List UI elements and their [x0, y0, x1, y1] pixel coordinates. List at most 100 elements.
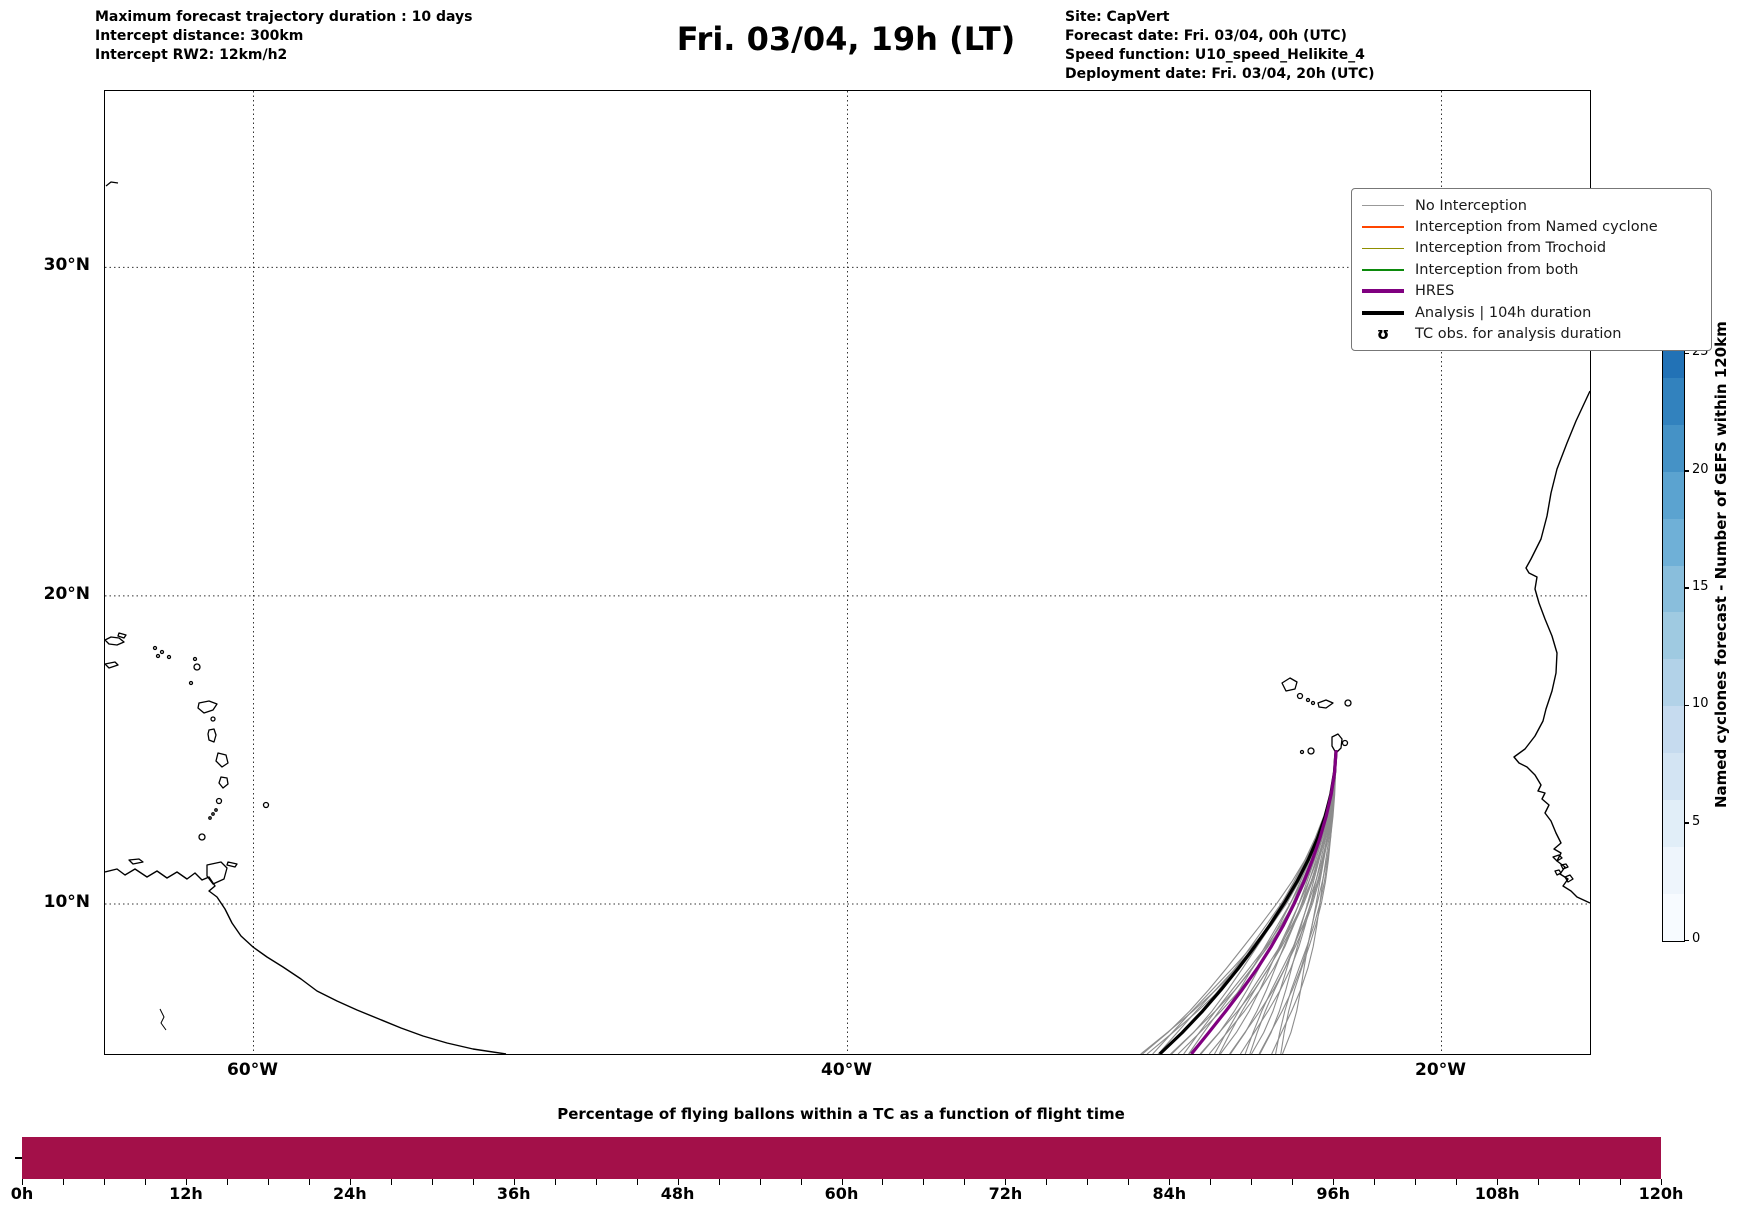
colorbar-tick	[1684, 822, 1689, 824]
colorbar-tick-label: 20	[1692, 461, 1709, 477]
mainland-coastline	[105, 390, 1590, 1054]
time-axis-tick	[759, 1179, 761, 1185]
time-axis-tick	[1456, 1179, 1458, 1185]
map-legend: No Interception Interception from Named c…	[1351, 188, 1712, 351]
intercept-rw2-text: Intercept RW2: 12km/h2	[95, 47, 288, 63]
colorbar-tick-label: 10	[1692, 696, 1709, 712]
max-duration-text: Maximum forecast trajectory duration : 1…	[95, 9, 473, 25]
legend-item-label: HRES	[1415, 283, 1455, 300]
time-axis-label: 24h	[332, 1184, 367, 1203]
colorbar-tick	[1684, 587, 1689, 589]
time-axis-tick	[1210, 1179, 1212, 1185]
lon-tick-label: 20°W	[1415, 1060, 1466, 1080]
intercept-distance-text: Intercept distance: 300km	[95, 28, 304, 44]
time-axis-tick	[103, 1179, 105, 1185]
trajectory	[1140, 750, 1337, 1054]
time-axis-tick	[1292, 1179, 1294, 1185]
colorbar-band	[1663, 800, 1684, 848]
legend-line	[1362, 204, 1404, 207]
time-axis-tick	[1005, 1179, 1007, 1185]
legend-rows: No Interception Interception from Named c…	[1362, 195, 1703, 345]
legend-item: HRES	[1362, 281, 1703, 302]
colorbar-tick	[1684, 704, 1689, 707]
time-axis-tick	[62, 1179, 64, 1185]
time-axis-tick	[636, 1179, 638, 1185]
trajectory-lines	[1140, 750, 1338, 1054]
lon-tick-label: 60°W	[227, 1060, 278, 1080]
colorbar-band	[1663, 847, 1684, 895]
legend-item-label: Interception from Named cyclone	[1415, 219, 1658, 236]
legend-item: Interception from both	[1362, 259, 1703, 280]
trajectory	[1281, 750, 1337, 1054]
legend-line	[1362, 247, 1404, 250]
site-text: Site: CapVert	[1065, 9, 1170, 25]
colorbar-band	[1663, 894, 1684, 941]
colorbar-tick-label: 5	[1692, 813, 1701, 829]
time-axis-tick	[841, 1179, 843, 1185]
time-axis-tick	[431, 1179, 433, 1185]
legend-line	[1362, 226, 1404, 228]
time-axis-tick	[390, 1179, 392, 1185]
time-axis-tick	[349, 1179, 351, 1185]
legend-item: Analysis | 104h duration	[1362, 302, 1703, 323]
time-axis-tick	[144, 1179, 146, 1185]
legend-item-label: Interception from both	[1415, 261, 1579, 278]
colorbar-tick	[1684, 470, 1689, 472]
time-axis-tick	[1087, 1179, 1089, 1185]
lat-tick-label: 10°N	[43, 892, 90, 913]
time-axis-tick	[1661, 1179, 1662, 1185]
legend-line-swatch	[1362, 226, 1404, 228]
time-axis-label: 48h	[660, 1184, 695, 1203]
colorbar-tick-label: 15	[1692, 578, 1709, 594]
legend-line	[1362, 269, 1404, 271]
page-title: Fri. 03/04, 19h (LT)	[676, 20, 1016, 58]
map-canvas	[105, 91, 1590, 1054]
speed-function-text: Speed function: U10_speed_Helikite_4	[1065, 47, 1365, 63]
percentage-bar	[22, 1137, 1661, 1179]
time-axis-label: 12h	[169, 1184, 203, 1203]
colorbar-band	[1663, 706, 1684, 754]
colorbar-band	[1663, 518, 1684, 566]
time-axis-tick	[1538, 1179, 1540, 1185]
colorbar-band	[1663, 424, 1684, 472]
legend-line-swatch	[1362, 310, 1404, 315]
time-axis-tick	[267, 1179, 269, 1185]
time-axis-tick	[22, 1179, 23, 1185]
trajectory	[1280, 750, 1337, 1054]
time-axis-tick	[1620, 1179, 1622, 1185]
colorbar-band	[1663, 377, 1684, 425]
time-axis-label: 60h	[824, 1184, 859, 1203]
time-axis-tick	[677, 1179, 679, 1185]
colorbar-tick-label: 0	[1692, 931, 1701, 946]
time-axis-label: 0h	[10, 1184, 34, 1203]
time-axis-label: 36h	[496, 1184, 531, 1203]
time-axis-label: 72h	[988, 1184, 1023, 1203]
colorbar-tick	[1684, 939, 1689, 941]
forecast-date-text: Forecast date: Fri. 03/04, 00h (UTC)	[1065, 28, 1347, 44]
time-axis-tick	[226, 1179, 228, 1185]
time-axis-label: 120h	[1638, 1184, 1684, 1203]
legend-line-swatch	[1362, 204, 1404, 207]
colorbar-band	[1663, 471, 1684, 519]
map-gridlines	[105, 91, 1590, 1054]
time-axis-tick	[1374, 1179, 1376, 1185]
bottom-chart-title: Percentage of flying ballons within a TC…	[557, 1105, 1125, 1123]
time-axis-tick	[1415, 1179, 1417, 1185]
time-axis-tick	[185, 1179, 187, 1185]
trajectory	[1190, 750, 1338, 1054]
forecast-settings-block: Maximum forecast trajectory duration : 1…	[95, 8, 472, 65]
time-axis-tick	[882, 1179, 884, 1185]
time-axis-label: 84h	[1152, 1184, 1187, 1203]
colorbar-band	[1663, 659, 1684, 707]
time-axis-tick	[718, 1179, 720, 1185]
colorbar-band	[1663, 753, 1684, 801]
legend-item-label: Analysis | 104h duration	[1415, 304, 1592, 321]
deployment-date-text: Deployment date: Fri. 03/04, 20h (UTC)	[1065, 66, 1375, 82]
time-axis-tick	[1169, 1179, 1171, 1185]
trajectory	[1249, 750, 1337, 1054]
colorbar-label: Named cyclones forecast - Number of GEFS…	[1712, 321, 1730, 808]
trajectory	[1188, 750, 1337, 1054]
time-axis-tick	[1497, 1179, 1499, 1185]
legend-item: Interception from Trochoid	[1362, 238, 1703, 259]
